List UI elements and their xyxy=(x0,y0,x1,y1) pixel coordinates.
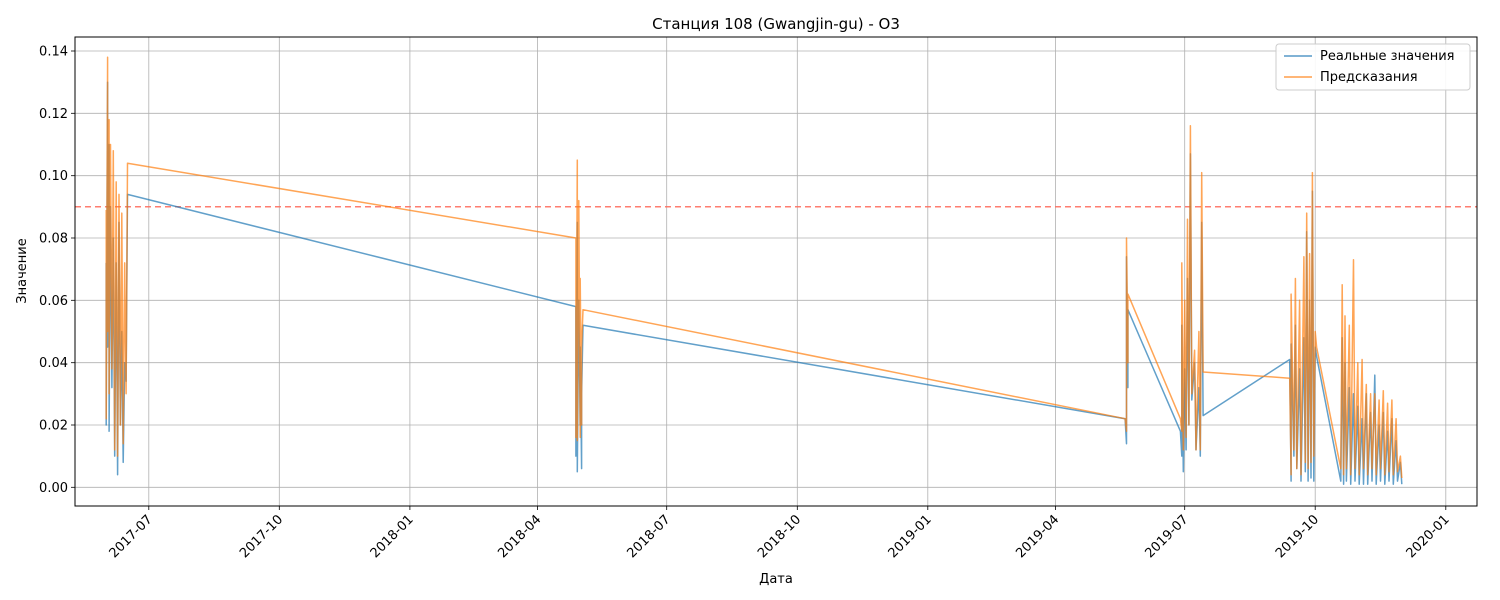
y-tick-label: 0.00 xyxy=(39,481,68,496)
legend: Реальные значения Предсказания xyxy=(1275,43,1471,91)
chart-title: Станция 108 (Gwangjin-gu) - O3 xyxy=(652,15,900,33)
y-tick-label: 0.10 xyxy=(39,169,68,184)
y-tick-label: 0.08 xyxy=(39,232,68,247)
y-tick-label: 0.12 xyxy=(39,107,68,122)
series-lines xyxy=(105,56,1403,485)
plot-frame xyxy=(74,36,1478,507)
x-axis-title: Дата xyxy=(759,572,793,587)
y-tick-label: 0.02 xyxy=(39,419,68,434)
legend-label-real: Реальные значения xyxy=(1320,49,1455,64)
y-axis-title: Значение xyxy=(15,238,30,303)
legend-label-predicted: Предсказания xyxy=(1320,70,1418,85)
grid-lines xyxy=(75,37,1477,506)
legend-box xyxy=(1275,43,1471,91)
y-tick-label: 0.04 xyxy=(39,356,68,371)
y-tick-label: 0.06 xyxy=(39,294,68,309)
y-tick-label: 0.14 xyxy=(39,45,68,60)
series-line-predicted xyxy=(105,56,1403,479)
